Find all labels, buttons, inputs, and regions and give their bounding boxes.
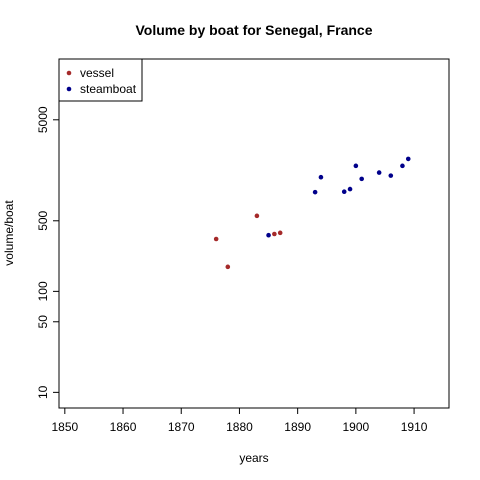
legend-label-vessel: vessel xyxy=(80,66,114,80)
data-point-steamboat xyxy=(359,176,364,182)
legend-box xyxy=(58,58,143,102)
data-points xyxy=(213,156,411,270)
data-point-steamboat xyxy=(376,170,382,175)
legend-marker-steamboat xyxy=(66,86,72,92)
y-tick-label: 50 xyxy=(36,315,50,329)
x-axis-label: years xyxy=(239,451,268,465)
x-tick-label: 1880 xyxy=(226,420,253,434)
y-tick-label: 100 xyxy=(36,281,50,301)
x-tick-label: 1890 xyxy=(284,420,311,434)
data-point-steamboat xyxy=(400,163,405,169)
legend-marker-vessel xyxy=(66,70,72,76)
data-point-steamboat xyxy=(405,156,411,162)
x-tick-label: 1870 xyxy=(168,420,195,434)
x-axis: 1850 1860 1870 1880 1890 1900 1910 xyxy=(51,407,428,434)
data-point-vessel xyxy=(225,264,231,270)
legend: vessel steamboat xyxy=(58,58,143,102)
x-tick-label: 1910 xyxy=(401,420,428,434)
y-tick-label: 5000 xyxy=(36,106,50,133)
chart-title: Volume by boat for Senegal, France xyxy=(135,22,372,38)
x-tick-label: 1860 xyxy=(110,420,137,434)
data-point-vessel xyxy=(254,213,260,219)
y-axis-label: volume/boat xyxy=(2,200,16,266)
x-tick-label: 1850 xyxy=(51,420,78,434)
data-point-vessel xyxy=(213,236,219,242)
data-point-steamboat xyxy=(312,189,318,195)
y-tick-label: 500 xyxy=(36,210,50,230)
x-tick-label: 1900 xyxy=(343,420,370,434)
data-point-steamboat xyxy=(347,186,353,192)
y-axis: 10 50 100 500 5000 xyxy=(36,106,60,399)
data-point-steamboat xyxy=(388,173,394,178)
data-point-steamboat xyxy=(341,189,347,195)
data-point-steamboat xyxy=(266,232,271,238)
y-tick-label: 10 xyxy=(36,385,50,399)
data-point-vessel xyxy=(272,231,277,237)
data-point-steamboat xyxy=(353,163,359,169)
plot-area-frame xyxy=(58,58,450,409)
data-point-steamboat xyxy=(318,174,324,180)
data-point-vessel xyxy=(277,230,283,236)
legend-label-steamboat: steamboat xyxy=(80,82,137,96)
